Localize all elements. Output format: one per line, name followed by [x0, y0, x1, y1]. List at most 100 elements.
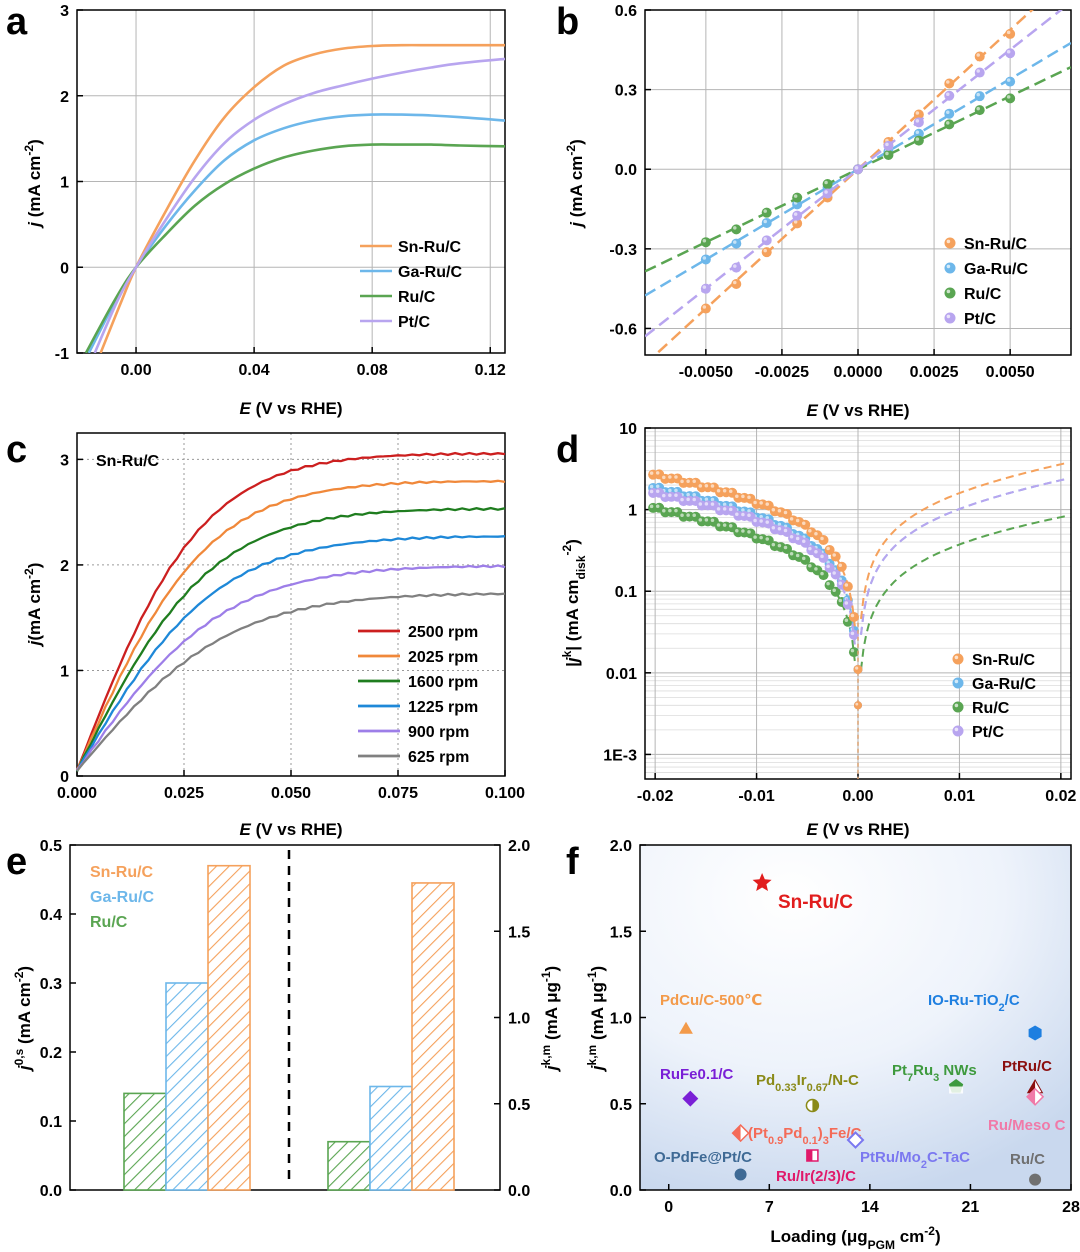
data-point [1005, 76, 1016, 87]
data-point-highlight [844, 618, 849, 622]
legend-label: Ru/C [398, 289, 436, 306]
data-point [731, 238, 742, 249]
data-point-highlight [686, 513, 690, 517]
panel-a-chart: 0.00 0.04 0.08 0.12 -1 0 1 2 3 Sn-Ru/C Ga-Ru/C Ru/C… [22, 3, 506, 418]
data-point-highlight [759, 514, 763, 519]
data-point-highlight [728, 503, 733, 507]
y-axis-label-left: j0,s (mA cm-2) [12, 966, 34, 1072]
data-point-highlight [885, 142, 889, 147]
data-point-highlight [946, 92, 950, 96]
data-point-highlight [692, 497, 696, 502]
data-point-highlight [915, 119, 920, 123]
legend-label: 1600 rpm [408, 674, 478, 691]
data-point-highlight [704, 518, 709, 522]
series-line-625-rpm [76, 592, 506, 772]
marker-circle [734, 1168, 747, 1181]
x-tick-label: 21 [962, 1199, 980, 1216]
y-tick-label-left: 0.4 [40, 907, 62, 924]
data-point [853, 664, 863, 674]
data-point [974, 51, 985, 62]
legend-marker [952, 701, 964, 713]
data-point [944, 90, 955, 101]
legend-marker [944, 237, 956, 249]
data-point-highlight [1006, 95, 1011, 99]
x-tick-label: 0.100 [485, 785, 525, 802]
data-point [974, 67, 985, 78]
data-point [913, 135, 924, 146]
legend-marker-highlight [946, 289, 951, 294]
marker-halfsquare-fill [806, 1150, 813, 1161]
data-point-highlight [765, 520, 769, 524]
data-point-highlight [668, 475, 672, 479]
data-point-highlight [655, 504, 660, 509]
data-point-highlight [655, 471, 660, 475]
y-tick-label: 3 [60, 452, 69, 469]
y-tick-label: 3 [60, 3, 69, 20]
y-axis-label-right: jk,m (mA μg-1) [539, 966, 561, 1072]
series-line-2025-rpm [75, 479, 506, 771]
point-label: (Pt0.9Pd0.1)3Fe/C [748, 1125, 862, 1147]
data-point-highlight [692, 493, 696, 497]
data-point-highlight [728, 489, 733, 494]
data-point-highlight [855, 702, 859, 706]
data-point-highlight [741, 529, 745, 533]
y-axis-label: j (mA cm-2) [564, 139, 586, 229]
y-tick-label-left: 0.1 [40, 1114, 62, 1131]
data-point-highlight [692, 513, 696, 517]
y-axis-label: j(mA cm-2) [22, 563, 44, 648]
x-tick-label: 0.01 [944, 788, 975, 805]
panel-label-a: a [6, 1, 28, 43]
y-axis-label: |jk| (mA cmdisk-2) [560, 539, 588, 667]
marker-triangle [679, 1021, 693, 1034]
data-point-highlight [793, 212, 798, 216]
data-point-highlight [704, 484, 709, 488]
data-point-highlight [946, 110, 950, 114]
point-label: Pd0.33Ir0.67/N-C [756, 1072, 859, 1094]
y-tick-label: 1 [628, 503, 637, 520]
data-point-highlight [674, 475, 678, 479]
data-point-highlight [702, 285, 707, 289]
y-tick-label-right: 2.0 [508, 838, 530, 855]
y-tick-label: 0.1 [615, 584, 637, 601]
x-tick-label: 0.0050 [986, 364, 1035, 381]
legend-label: Ru/C [90, 914, 128, 931]
data-point-highlight [722, 523, 727, 527]
x-tick-label: 0.12 [475, 362, 506, 379]
data-point-highlight [838, 598, 843, 603]
data-point-highlight [832, 553, 836, 557]
data-point-highlight [795, 553, 800, 558]
x-tick-label: 0.0025 [910, 364, 959, 381]
data-point-highlight [820, 554, 824, 559]
x-axis-label: E (V vs RHE) [807, 820, 910, 839]
x-tick-label: 7 [765, 1199, 774, 1216]
data-point-highlight [824, 190, 828, 194]
data-point-highlight [716, 489, 721, 493]
data-point-highlight [763, 219, 767, 224]
point-label: IO-Ru-TiO2/C [928, 992, 1020, 1014]
legend-label: Ru/C [972, 700, 1010, 717]
data-point-highlight [763, 237, 767, 241]
series-line-sn-ru-c [99, 43, 505, 353]
data-point-highlight [747, 513, 751, 518]
data-point-highlight [915, 137, 920, 141]
data-point [731, 224, 742, 235]
x-axis-label: E (V vs RHE) [240, 820, 343, 839]
x-tick-label: 0.00 [120, 362, 151, 379]
y-tick-label-right: 1.0 [508, 1011, 530, 1028]
x-tick-label: -0.02 [637, 788, 674, 805]
bar-left-ga-ru-c [165, 982, 209, 1191]
data-point [848, 611, 859, 622]
x-tick-label: 0.075 [378, 785, 418, 802]
data-point-highlight [686, 497, 690, 502]
fit-line [860, 462, 1067, 620]
legend-marker [952, 677, 964, 689]
data-point-highlight [698, 502, 703, 506]
data-point-highlight [692, 479, 696, 484]
point-label: Pt7Ru3 NWs [892, 1062, 977, 1084]
legend-label: Ga-Ru/C [90, 889, 154, 906]
data-point-highlight [759, 535, 763, 540]
data-point-highlight [747, 509, 751, 513]
data-point [761, 217, 772, 228]
data-point [700, 237, 711, 248]
data-point-highlight [662, 509, 666, 513]
